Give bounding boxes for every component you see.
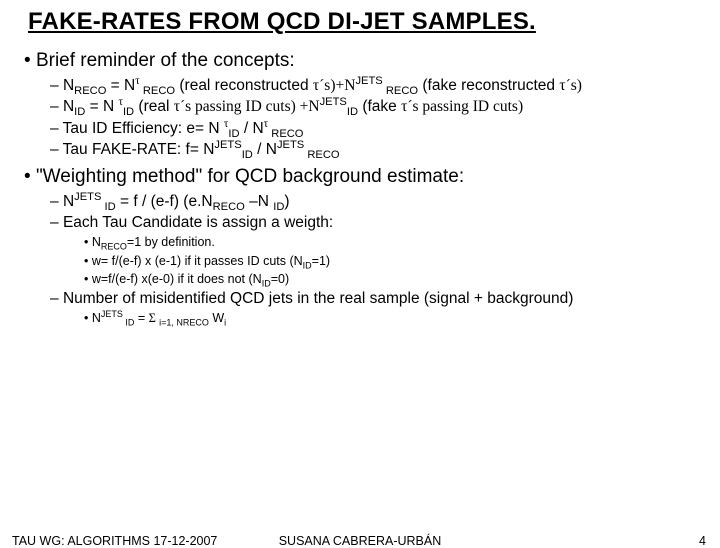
sub: ID: [123, 106, 134, 118]
text: τ´s passing ID cuts) +N: [174, 98, 320, 115]
sub-bullet-item: w=f/(e-f) x(e-0) if it does not (NID=0): [94, 271, 700, 287]
text: N: [63, 98, 74, 115]
sub: i=1, NRECO: [159, 318, 209, 328]
bullet-item: NRECO = Nτ RECO (real reconstructed τ´s)…: [64, 76, 700, 95]
text: =0): [271, 272, 289, 286]
text: N: [92, 235, 101, 249]
text: =: [134, 311, 148, 325]
text: Tau ID Efficiency: e= N: [63, 120, 224, 137]
sub: ID: [123, 318, 135, 328]
sub: RECO: [140, 85, 175, 97]
text: W: [209, 311, 224, 325]
sub: ID: [273, 201, 284, 213]
sub: ID: [74, 106, 85, 118]
sigma: Σ: [149, 311, 159, 325]
text: τ´s): [559, 77, 582, 94]
sub-bullet-item: w= f/(e-f) x (e-1) if it passes ID cuts …: [94, 253, 700, 269]
text: = N: [106, 77, 135, 94]
sub-bullet-item: NRECO=1 by definition.: [94, 234, 700, 250]
sub: RECO: [304, 149, 339, 161]
text: =1 by definition.: [127, 235, 215, 249]
sub: i: [224, 318, 226, 328]
text: N: [92, 311, 101, 325]
sup: JETS: [101, 309, 123, 319]
bullet-item: Number of misidentified QCD jets in the …: [64, 289, 700, 308]
text: (fake: [358, 98, 401, 115]
section-heading: "Weighting method" for QCD background es…: [24, 166, 700, 188]
sub: RECO: [213, 201, 245, 213]
page-number: 4: [699, 534, 706, 548]
text: –N: [245, 193, 273, 210]
sup: JETS: [214, 139, 241, 151]
text: w=f/(e-f) x(e-0) if it does not (N: [92, 272, 262, 286]
bullet-item: Each Tau Candidate is assign a weigth:: [64, 213, 700, 232]
sub: RECO: [101, 242, 127, 252]
sup: JETS: [277, 139, 304, 151]
sub: ID: [242, 149, 253, 161]
text: N: [63, 193, 74, 210]
text: ): [284, 193, 289, 210]
sub: RECO: [74, 85, 106, 97]
bullet-item: NID = N τID (real τ´s passing ID cuts) +…: [64, 97, 700, 116]
sup: JETS: [74, 190, 101, 202]
slide: FAKE-RATES FROM QCD DI-JET SAMPLES. Brie…: [0, 0, 720, 540]
sup: JETS: [320, 96, 347, 108]
text: w= f/(e-f) x (e-1) if it passes ID cuts …: [92, 254, 303, 268]
sub-bullet-item: NJETS ID = Σ i=1, NRECO Wi: [94, 310, 700, 326]
bullet-item: Tau ID Efficiency: e= N τID / Nτ RECO: [64, 119, 700, 138]
sub: RECO: [383, 85, 418, 97]
text: / N: [253, 141, 277, 158]
bullet-item: NJETS ID = f / (e-f) (e.NRECO –N ID): [64, 192, 700, 211]
text: = N: [85, 98, 118, 115]
text: N: [63, 77, 74, 94]
sub: ID: [303, 260, 312, 270]
text: Tau FAKE-RATE: f= N: [63, 141, 215, 158]
text: (real: [134, 98, 174, 115]
slide-title: FAKE-RATES FROM QCD DI-JET SAMPLES.: [28, 8, 700, 36]
text: (real reconstructed: [175, 77, 313, 94]
text: = f / (e-f) (e.N: [116, 193, 213, 210]
text: =1): [312, 254, 330, 268]
text: / N: [240, 120, 264, 137]
text: (fake reconstructed: [418, 77, 559, 94]
bullet-item: Tau FAKE-RATE: f= NJETSID / NJETS RECO: [64, 140, 700, 159]
sub: ID: [262, 278, 271, 288]
section-heading: Brief reminder of the concepts:: [24, 50, 700, 72]
footer-center: SUSANA CABRERA-URBÁN: [0, 534, 720, 548]
sub: ID: [101, 201, 115, 213]
text: τ´s passing ID cuts): [401, 98, 523, 115]
sup: JETS: [355, 75, 382, 87]
sub: ID: [347, 106, 358, 118]
text: τ´s)+N: [313, 77, 356, 94]
